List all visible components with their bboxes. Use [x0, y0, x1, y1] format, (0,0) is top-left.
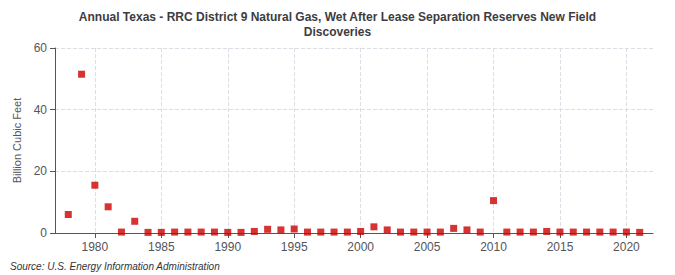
svg-text:1990: 1990 [214, 240, 241, 254]
svg-text:Billion Cubic Feet: Billion Cubic Feet [11, 98, 23, 184]
svg-text:1980: 1980 [82, 240, 109, 254]
svg-text:Annual Texas - RRC District 9: Annual Texas - RRC District 9 Natural Ga… [79, 10, 596, 24]
svg-text:2015: 2015 [547, 240, 574, 254]
svg-text:20: 20 [34, 164, 48, 178]
svg-text:Discoveries: Discoveries [304, 25, 372, 39]
svg-text:1985: 1985 [148, 240, 175, 254]
svg-text:2020: 2020 [613, 240, 640, 254]
svg-text:1995: 1995 [281, 240, 308, 254]
svg-text:40: 40 [34, 103, 48, 117]
svg-text:2010: 2010 [480, 240, 507, 254]
svg-text:0: 0 [40, 226, 47, 240]
svg-text:2000: 2000 [347, 240, 374, 254]
svg-text:60: 60 [34, 41, 48, 55]
svg-text:2005: 2005 [414, 240, 441, 254]
svg-text:Source: U.S. Energy Informatio: Source: U.S. Energy Information Administ… [10, 261, 220, 272]
